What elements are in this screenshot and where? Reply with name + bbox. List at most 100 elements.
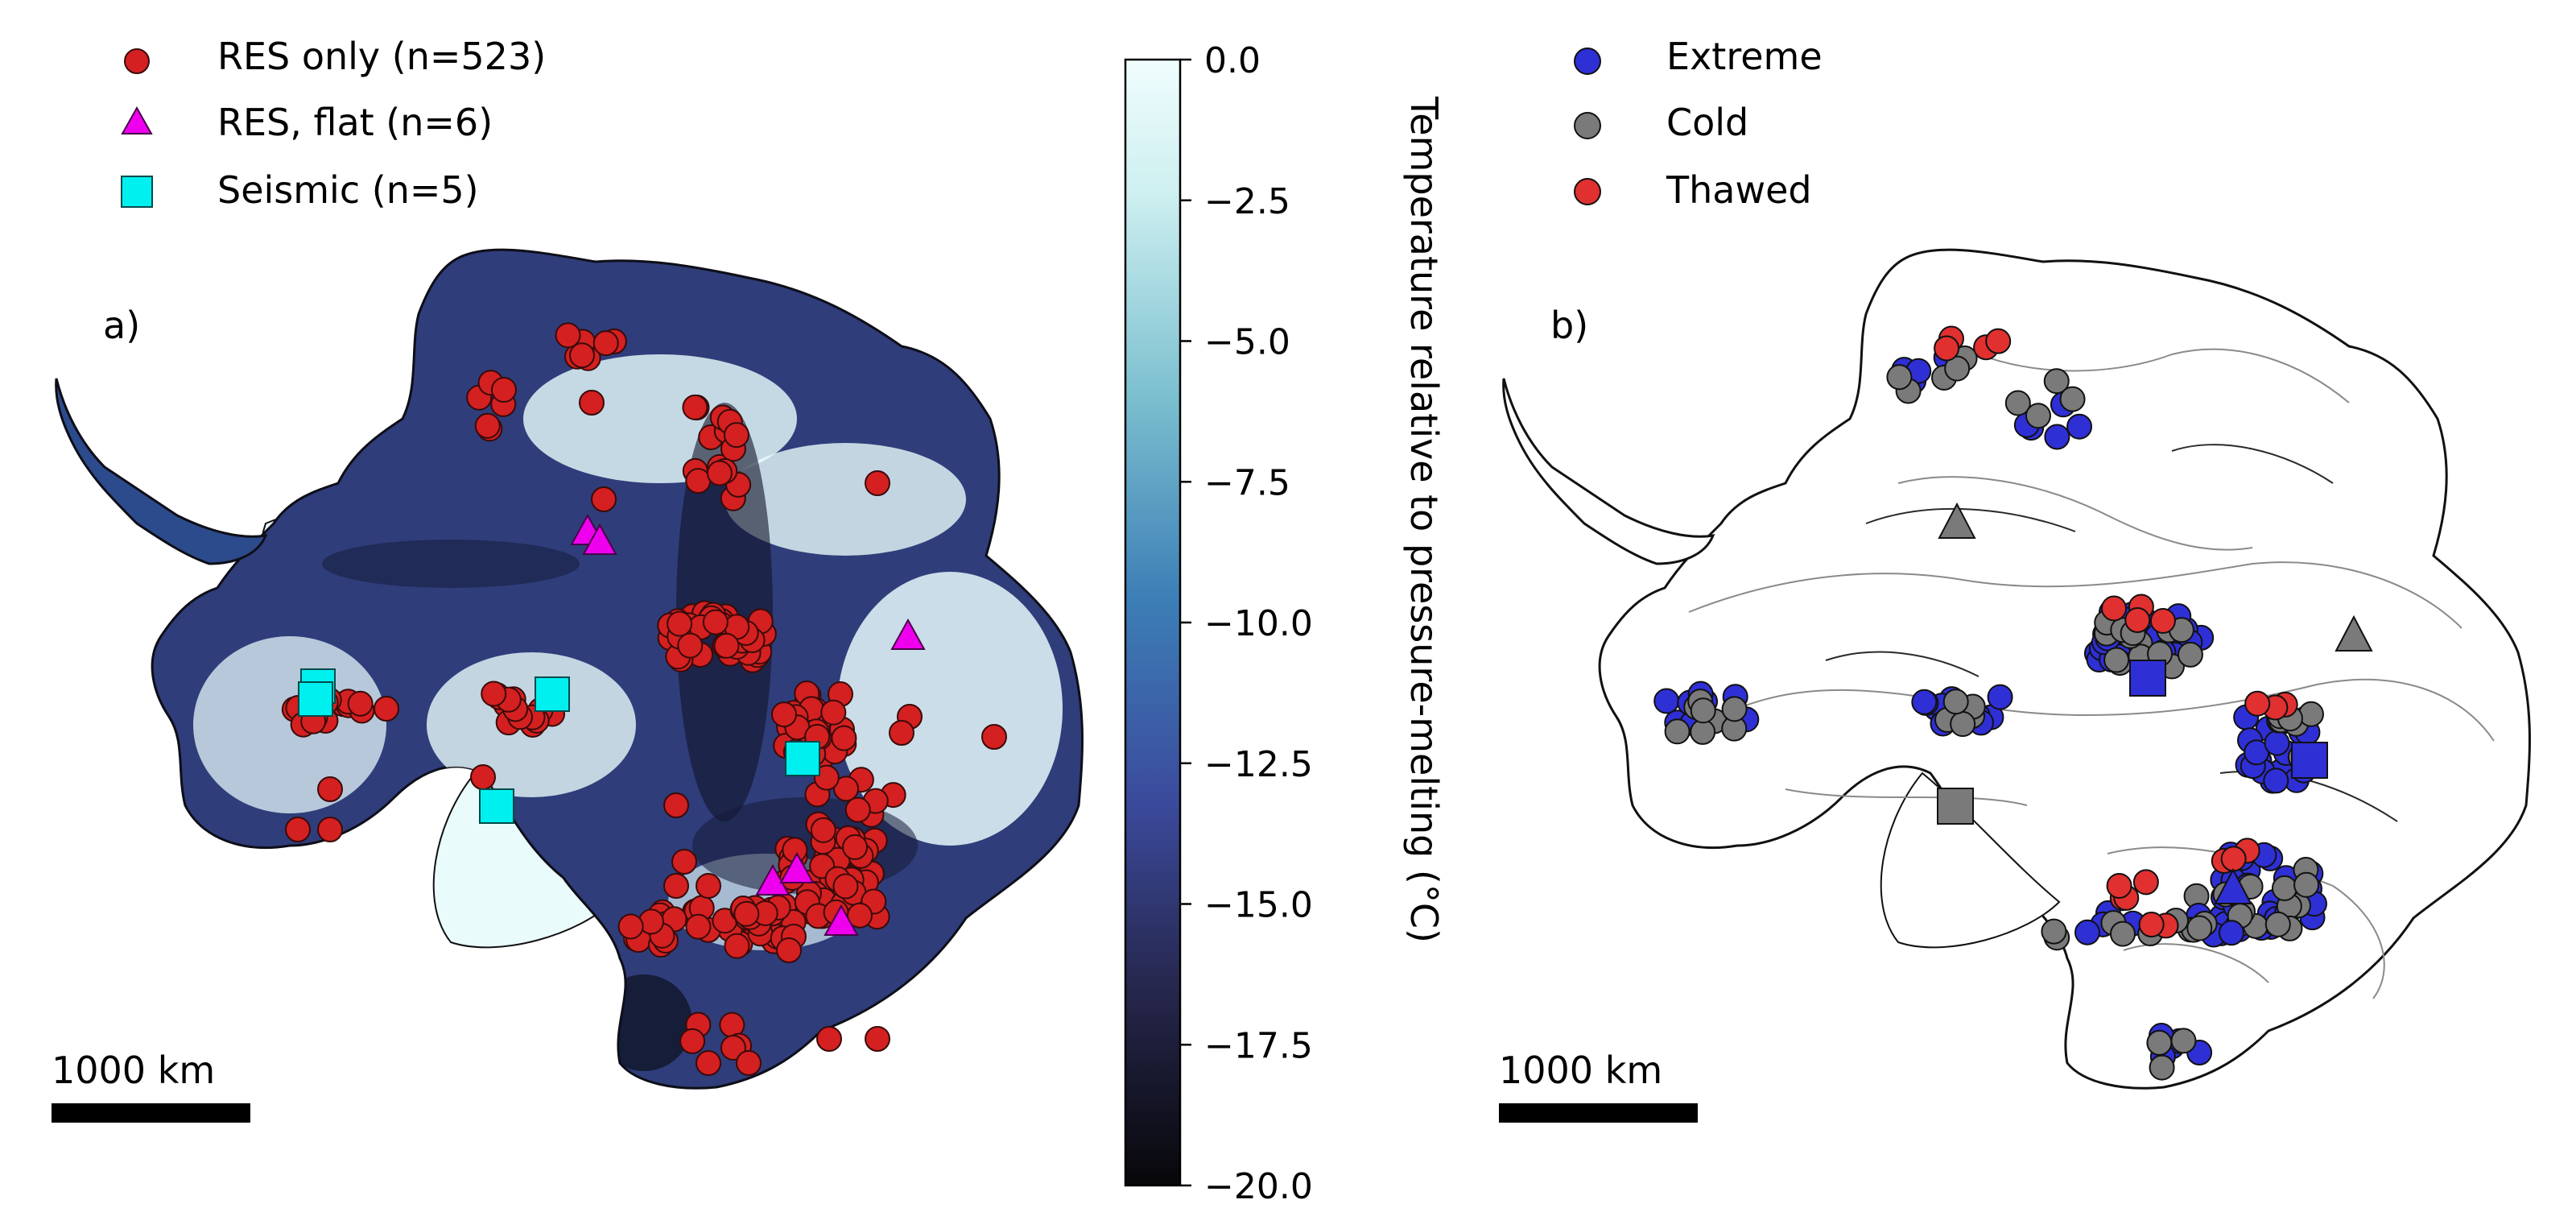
extreme-point xyxy=(1653,688,1680,714)
scale-bar-a: 1000 km xyxy=(52,1049,250,1123)
seismic-point xyxy=(479,788,514,824)
res-only-point xyxy=(696,1050,721,1076)
colorbar-ramp xyxy=(1124,58,1182,1187)
res-only-point xyxy=(706,460,733,486)
legend-extreme-marker xyxy=(1574,48,1601,75)
extreme-point xyxy=(2044,424,2070,450)
res-only-point xyxy=(865,470,890,496)
extreme-point xyxy=(2263,767,2289,794)
legend-res-flat-label: RES, flat (n=6) xyxy=(217,101,493,144)
colorbar-ticks: 0.0 −2.5 −5.0 −7.5 −10.0 −12.5 −15.0 −17.5 −20.0 xyxy=(1180,40,1313,1207)
res-only-point xyxy=(317,817,343,842)
cold-point xyxy=(1886,364,1913,391)
res-only-point xyxy=(702,609,729,635)
res-only-point xyxy=(592,330,619,357)
res-only-point xyxy=(685,913,712,940)
res-only-point xyxy=(770,701,797,728)
cold-seismic-point xyxy=(1937,788,1974,825)
legend-thawed-label: Thawed xyxy=(1666,168,1812,212)
cold-point xyxy=(1690,697,1716,724)
res-flat-point xyxy=(779,851,815,883)
colorbar-tick-label: −7.5 xyxy=(1204,462,1290,503)
thawed-point xyxy=(2124,607,2151,634)
colorbar-tick-label: −20.0 xyxy=(1204,1166,1313,1207)
cold-point xyxy=(2264,911,2291,937)
cold-point xyxy=(1944,355,1971,382)
res-flat-point xyxy=(890,618,926,650)
extreme-point xyxy=(2264,730,2290,756)
res-only-point xyxy=(667,610,693,637)
res-only-point xyxy=(833,776,860,802)
antarctica-map-b xyxy=(1502,248,2531,1090)
res-only-point xyxy=(617,913,644,940)
res-only-point xyxy=(555,322,581,349)
cold-band-4 xyxy=(596,974,692,1071)
panel-a: RES only (n=523) RES, flat (n=6) Seismic… xyxy=(52,35,1084,1123)
thawed-point xyxy=(2138,912,2165,938)
cold-point xyxy=(2170,1028,2197,1054)
panel-b-legend: Extreme Cold Thawed xyxy=(1574,35,1823,212)
warm-region-5 xyxy=(193,636,386,813)
warm-region-3 xyxy=(837,572,1063,846)
thawed-point xyxy=(2220,846,2247,872)
extreme-seismic-point xyxy=(2291,742,2328,779)
thawed-point xyxy=(2106,872,2132,899)
thawed-point xyxy=(1934,335,1960,362)
cold-point xyxy=(2271,875,2297,901)
res-only-point xyxy=(679,1028,706,1054)
legend-extreme-label: Extreme xyxy=(1666,35,1823,78)
res-only-point xyxy=(813,764,840,791)
res-only-point xyxy=(820,699,847,726)
legend-res-only-label: RES only (n=523) xyxy=(217,35,546,78)
cold-point xyxy=(2110,920,2136,947)
res-only-point xyxy=(474,412,501,439)
scale-bar-b-bar xyxy=(1499,1103,1698,1123)
colorbar-tick-label: −2.5 xyxy=(1204,181,1290,222)
colorbar-tick-label: −10.0 xyxy=(1204,603,1313,644)
res-only-point xyxy=(720,1034,746,1061)
scale-bar-a-label: 1000 km xyxy=(52,1049,215,1092)
legend-res-only-marker xyxy=(124,48,150,74)
res-only-point xyxy=(685,468,712,494)
res-only-point xyxy=(713,632,740,659)
res-only-point xyxy=(844,796,871,823)
ice-shelf-ross-b xyxy=(1880,772,2061,949)
res-flat-point xyxy=(755,863,791,896)
cold-point xyxy=(1950,711,1976,738)
thawed-point xyxy=(2132,869,2159,896)
cold-point xyxy=(2149,1054,2175,1081)
res-only-point xyxy=(374,696,399,722)
cold-point xyxy=(2297,701,2324,727)
res-flat-point xyxy=(582,523,617,555)
res-flat-point xyxy=(824,904,859,936)
cold-point xyxy=(2103,647,2130,673)
res-only-point xyxy=(663,873,689,899)
res-only-point xyxy=(490,377,517,403)
seismic-point xyxy=(298,681,333,717)
cold-point xyxy=(1690,718,1716,745)
res-only-point xyxy=(591,486,617,512)
res-only-point xyxy=(696,873,721,899)
res-only-point xyxy=(481,681,507,707)
antarctica-map-a xyxy=(55,248,1084,1090)
res-only-point xyxy=(677,632,704,659)
legend-res-flat-marker xyxy=(121,105,153,134)
cold-flat-point xyxy=(2334,614,2373,652)
res-only-point xyxy=(470,764,496,790)
res-only-point xyxy=(724,933,750,959)
legend-seismic-label: Seismic (n=5) xyxy=(217,168,479,212)
res-only-point xyxy=(579,390,605,416)
res-only-point xyxy=(723,422,749,449)
cold-point xyxy=(2004,390,2031,416)
res-only-point xyxy=(810,817,836,843)
res-only-point xyxy=(865,1026,890,1052)
cold-point xyxy=(2146,1029,2173,1056)
thawed-point xyxy=(2149,607,2176,634)
extreme-point xyxy=(2218,920,2244,946)
antarctic-peninsula-a xyxy=(55,378,268,565)
panel-b: Extreme Cold Thawed b) xyxy=(1499,35,2531,1123)
colorbar: 0.0 −2.5 −5.0 −7.5 −10.0 −12.5 −15.0 −17.5 −20.0… xyxy=(1124,40,1446,1207)
seismic-point xyxy=(535,676,570,712)
thawed-point xyxy=(1985,328,2012,354)
cold-band-3 xyxy=(322,540,580,588)
